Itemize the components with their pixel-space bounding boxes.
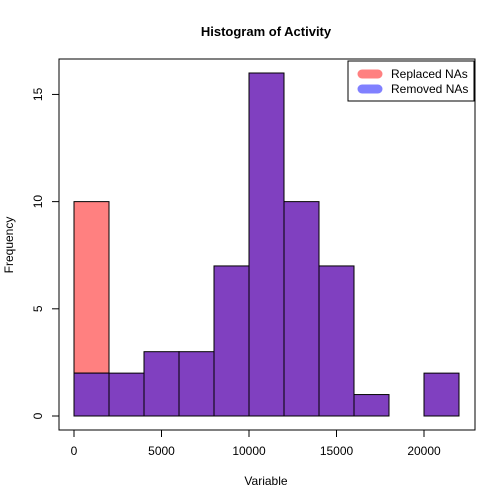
x-tick-label: 5000 — [148, 444, 175, 458]
bar-7 — [283, 201, 320, 417]
x-axis-title: Variable — [244, 474, 287, 488]
x-tick-label: 10000 — [232, 444, 266, 458]
legend-label-removed: Removed NAs — [391, 82, 468, 96]
y-axis-title: Frequency — [2, 217, 16, 274]
legend: Replaced NAs Removed NAs — [347, 60, 475, 102]
chart-title: Histogram of Activity — [201, 24, 332, 39]
bars-group — [73, 72, 460, 417]
y-tick-label: 15 — [31, 87, 45, 101]
x-tick-label: 20000 — [407, 444, 441, 458]
y-tick-label: 10 — [31, 195, 45, 209]
bar-4 — [178, 351, 215, 417]
x-tick-label: 0 — [71, 444, 78, 458]
bar-2 — [108, 372, 145, 417]
bar-6 — [248, 72, 285, 417]
bar-11 — [423, 372, 460, 417]
x-tick-label: 15000 — [320, 444, 354, 458]
bar-8 — [318, 265, 355, 417]
bar-9 — [353, 394, 390, 417]
y-tick-label: 5 — [31, 305, 45, 312]
y-tick-label: 0 — [31, 412, 45, 419]
bar-5 — [213, 265, 250, 417]
x-axis: 0 5000 10000 15000 20000 — [71, 429, 441, 458]
legend-label-replaced: Replaced NAs — [391, 67, 468, 81]
y-axis: 0 5 10 15 — [31, 87, 60, 419]
bar-3 — [143, 351, 180, 417]
bar-1 — [73, 372, 110, 417]
legend-box — [347, 60, 475, 102]
bar-1-excess — [73, 201, 110, 374]
